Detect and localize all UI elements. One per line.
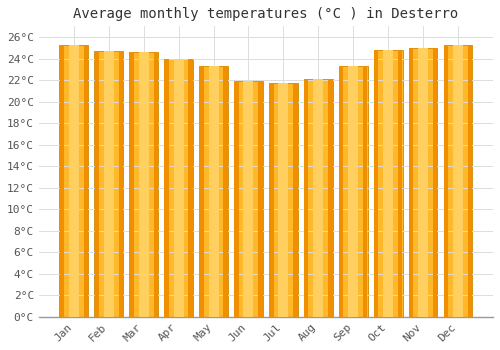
Bar — [444, 44, 448, 317]
Bar — [304, 79, 332, 317]
Bar — [94, 51, 99, 317]
Bar — [374, 50, 378, 317]
Bar — [164, 58, 193, 317]
Bar — [224, 66, 228, 317]
Bar — [363, 66, 368, 317]
Bar — [199, 66, 228, 317]
Title: Average monthly temperatures (°C ) in Desterro: Average monthly temperatures (°C ) in De… — [74, 7, 458, 21]
Bar — [468, 44, 472, 317]
Bar — [164, 58, 168, 317]
Bar — [398, 50, 402, 317]
Bar — [130, 52, 158, 317]
Bar — [304, 79, 308, 317]
Bar — [138, 52, 148, 317]
Bar — [154, 52, 158, 317]
Bar — [244, 81, 254, 317]
Bar — [118, 51, 123, 317]
Bar — [314, 79, 324, 317]
Bar — [374, 50, 402, 317]
Bar — [269, 83, 298, 317]
Bar — [208, 66, 218, 317]
Bar — [453, 44, 463, 317]
Bar — [94, 51, 123, 317]
Bar — [188, 58, 193, 317]
Bar — [69, 44, 79, 317]
Bar — [130, 52, 134, 317]
Bar — [234, 81, 263, 317]
Bar — [234, 81, 238, 317]
Bar — [339, 66, 344, 317]
Bar — [258, 81, 262, 317]
Bar — [409, 48, 414, 317]
Bar — [200, 66, 203, 317]
Bar — [339, 66, 368, 317]
Bar — [328, 79, 332, 317]
Bar — [418, 48, 428, 317]
Bar — [104, 51, 114, 317]
Bar — [269, 83, 274, 317]
Bar — [84, 44, 88, 317]
Bar — [278, 83, 288, 317]
Bar — [60, 44, 64, 317]
Bar — [383, 50, 393, 317]
Bar — [409, 48, 438, 317]
Bar — [433, 48, 438, 317]
Bar — [348, 66, 358, 317]
Bar — [294, 83, 298, 317]
Bar — [174, 58, 184, 317]
Bar — [444, 44, 472, 317]
Bar — [60, 44, 88, 317]
